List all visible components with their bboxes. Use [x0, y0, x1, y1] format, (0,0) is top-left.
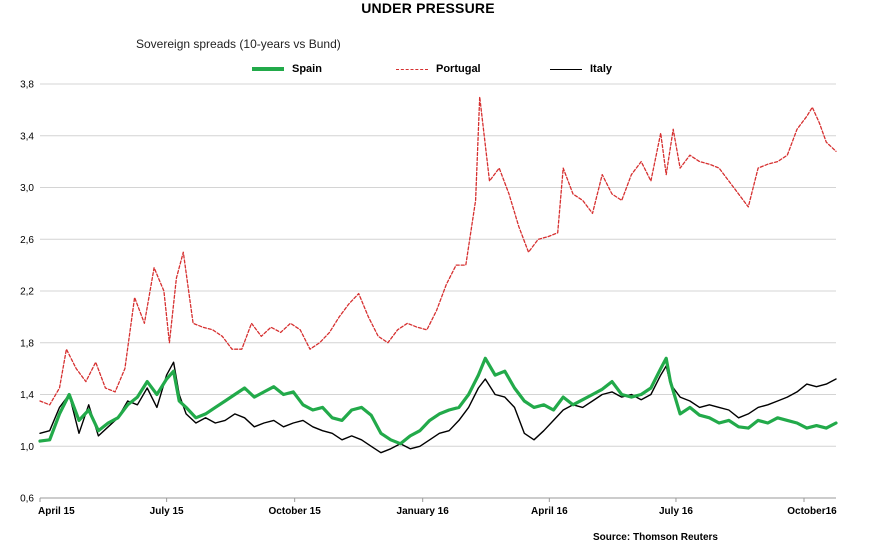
x-axis: April 15 July 15 October 15 January 16 April…: [38, 497, 837, 517]
y-tick-label: 1,0: [20, 442, 34, 453]
grid: [40, 83, 836, 499]
legend-label-portugal: Portugal: [436, 63, 481, 75]
y-tick-label: 0,6: [20, 494, 34, 505]
y-tick-label: 1,4: [20, 390, 34, 401]
legend-item-spain: Spain: [252, 63, 322, 75]
x-tick-label: July 16: [659, 506, 693, 517]
y-tick-label: 1,8: [20, 338, 34, 349]
legend-item-italy: Italy: [550, 63, 612, 75]
legend-swatch-portugal: [396, 68, 428, 70]
legend-item-portugal: Portugal: [396, 63, 481, 75]
y-tick-label: 2,2: [20, 287, 34, 298]
chart-subtitle: Sovereign spreads (10-years vs Bund): [136, 37, 341, 51]
y-tick-label: 3,8: [20, 80, 34, 91]
y-tick-label: 2,6: [20, 235, 34, 246]
series-line-portugal: [39, 96, 837, 406]
x-tick-label: April 15: [38, 506, 75, 517]
chart-title: UNDER PRESSURE: [361, 0, 495, 16]
y-tick-label: 3,4: [20, 131, 34, 142]
series-line-italy: [39, 361, 837, 454]
legend-swatch-italy: [550, 68, 582, 70]
series-line-spain: [38, 356, 838, 446]
x-tick-label: October16: [787, 506, 837, 517]
x-tick-label: April 16: [531, 506, 568, 517]
series-lines: [38, 96, 838, 454]
legend-label-spain: Spain: [292, 63, 322, 75]
source-note: Source: Thomson Reuters: [592, 532, 718, 543]
y-tick-label: 3,0: [20, 183, 34, 194]
x-tick-label: January 16: [397, 506, 450, 517]
x-tick-label: October 15: [269, 506, 322, 517]
x-tick-label: July 15: [150, 506, 184, 517]
legend-label-italy: Italy: [590, 63, 613, 75]
legend-swatch-spain: [252, 67, 284, 71]
y-axis: 0,6 1,0 1,4 1,8 2,2 2,6 3,0 3,4 3,8: [20, 80, 34, 505]
